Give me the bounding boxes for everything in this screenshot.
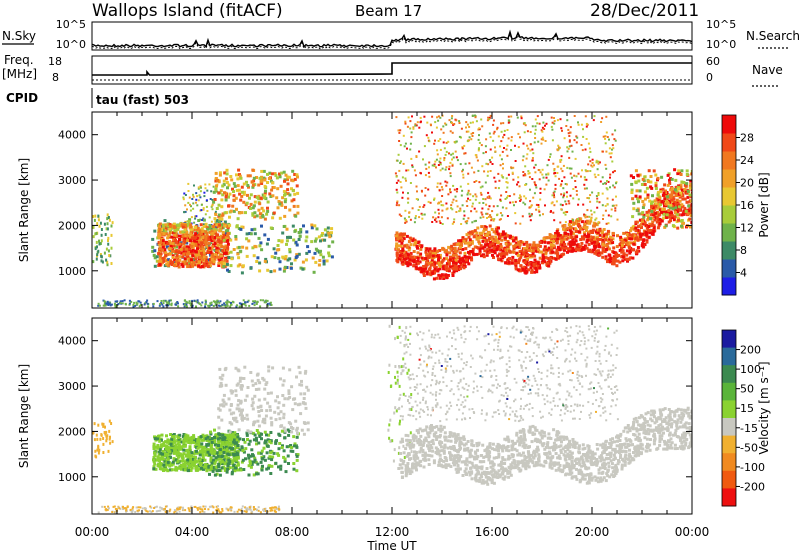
colorbar-tick: -100 [740,461,765,474]
ytick-label: 1000 [58,471,86,484]
velocity-ylabel: Slant Range [km] [17,364,31,468]
colorbar-swatch [722,187,736,206]
colorbar-swatch [722,365,736,384]
colorbar-swatch [722,205,736,224]
nave-label: Nave [752,63,783,77]
station-title: Wallops Island (fitACF) [92,1,283,21]
colorbar-tick: 16 [740,199,754,212]
colorbar-swatch [722,418,736,437]
colorbar-swatch [722,241,736,260]
colorbar-tick: 200 [740,344,761,357]
colorbar-swatch [722,400,736,419]
beam-title: Beam 17 [355,2,422,20]
power-panel-frame [91,111,693,309]
colorbar-swatch [722,277,736,296]
colorbar-tick: 15 [740,402,754,415]
ytick-label: 3000 [58,380,86,393]
colorbar-swatch [722,151,736,170]
colorbar-swatch [722,382,736,401]
colorbar-swatch [722,347,736,366]
time-axis-label: Time UT [366,539,417,553]
freq-right-tick-top: 60 [706,55,720,68]
xtick-label: 04:00 [175,525,210,539]
colorbar-tick: -15 [740,422,758,435]
colorbar-swatch [722,453,736,472]
freq-trace [92,62,692,76]
noise-left-tick-top: 10^5 [56,18,86,31]
cpid-value: tau (fast) 503 [96,93,189,107]
cpid-label: CPID [6,91,38,105]
colorbar-swatch [722,488,736,507]
colorbar-tick: 20 [740,177,754,190]
colorbar-tick: 24 [740,154,754,167]
colorbar-tick: 4 [740,267,747,280]
noise-left-tick-bottom: 10^0 [56,38,86,51]
freq-left-tick-top: 18 [48,55,62,68]
velocity-axes: 1000 2000 3000 4000 [58,318,693,514]
colorbar-tick: 28 [740,132,754,145]
colorbar-tick: 50 [740,383,754,396]
colorbar-swatch [722,259,736,278]
freq-right-tick-bottom: 0 [706,71,713,84]
power-ylabel: Slant Range [km] [17,158,31,262]
xtick-label: 20:00 [575,525,610,539]
xtick-label: 00:00 [675,525,710,539]
noise-right-tick-bottom: 10^0 [706,38,736,51]
xtick-label: 16:00 [475,525,510,539]
velocity-colorbar-label: Velocity [m s⁻¹] [757,361,771,454]
ytick-label: 3000 [58,174,86,187]
velocity-colorbar: 200 100 50 15 -15 -50 -100 -200 [721,329,765,507]
colorbar-tick: -200 [740,480,765,493]
colorbar-swatch [722,115,736,134]
power-colorbar: 4 8 12 16 20 24 28 [721,114,754,296]
ytick-label: 2000 [58,219,86,232]
colorbar-tick: 12 [740,222,754,235]
colorbar-swatch [722,169,736,188]
freq-label-line1: Freq. [4,53,34,67]
power-colorbar-label: Power [dB] [757,172,771,237]
colorbar-swatch [722,223,736,242]
colorbar-tick: -50 [740,441,758,454]
colorbar-tick: 8 [740,244,747,257]
noise-sky-trace [91,29,693,48]
colorbar-tick: 100 [740,363,761,376]
ytick-label: 4000 [58,335,86,348]
colorbar-swatch [722,133,736,152]
noise-right-tick-top: 10^5 [706,18,736,31]
xtick-label: 12:00 [375,525,410,539]
xtick-label: 00:00 [75,525,110,539]
freq-left-tick-bottom: 8 [52,71,59,84]
velocity-panel-frame [91,317,693,515]
colorbar-swatch [722,435,736,454]
freq-label-line2: [MHz] [2,67,37,81]
ytick-label: 2000 [58,425,86,438]
velocity-heatmap [92,324,692,514]
ytick-label: 1000 [58,265,86,278]
freq-panel-frame [91,55,693,85]
ytick-label: 4000 [58,129,86,142]
colorbar-swatch [722,330,736,349]
noise-search-trace [91,32,693,50]
date-title: 28/Dec/2011 [590,1,699,21]
xtick-label: 08:00 [275,525,310,539]
noise-sky-label: N.Sky [2,29,36,43]
colorbar-swatch [722,470,736,489]
time-axis: 00:00 04:00 08:00 12:00 16:00 20:00 00:00 [75,525,710,539]
power-axes: 1000 2000 3000 4000 [58,112,693,308]
power-heatmap [92,114,692,308]
noise-search-label: N.Search [746,29,800,43]
noise-panel-frame [91,21,693,51]
